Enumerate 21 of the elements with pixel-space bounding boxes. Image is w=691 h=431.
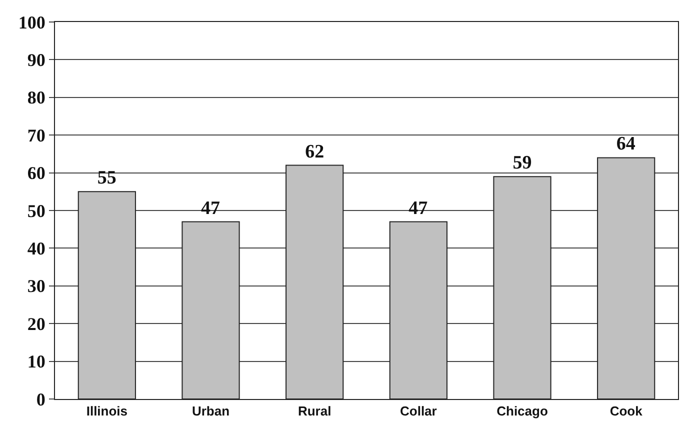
x-tick-label: Illinois xyxy=(86,404,128,419)
y-tick-label: 70 xyxy=(27,125,46,146)
y-tick-label: 30 xyxy=(27,276,46,296)
x-tick-label: Cook xyxy=(610,404,644,419)
y-tick-label: 0 xyxy=(36,389,46,410)
data-label: 59 xyxy=(512,152,532,174)
y-tick-label: 90 xyxy=(27,50,46,70)
data-label: 64 xyxy=(616,134,636,155)
y-tick-label: 20 xyxy=(27,314,46,334)
y-tick-label: 100 xyxy=(18,12,46,32)
data-label: 62 xyxy=(305,141,324,162)
y-tick-label: 60 xyxy=(27,163,46,184)
data-label: 55 xyxy=(97,168,116,189)
x-tick-label: Collar xyxy=(400,404,437,419)
y-tick-label: 50 xyxy=(27,200,46,221)
x-tick-label: Rural xyxy=(298,404,332,419)
y-tick-label: 10 xyxy=(27,352,46,372)
y-tick-label: 80 xyxy=(27,88,46,108)
x-tick-label: Chicago xyxy=(496,404,548,419)
x-tick-label: Urban xyxy=(192,404,230,419)
y-tick-label: 40 xyxy=(27,238,46,258)
